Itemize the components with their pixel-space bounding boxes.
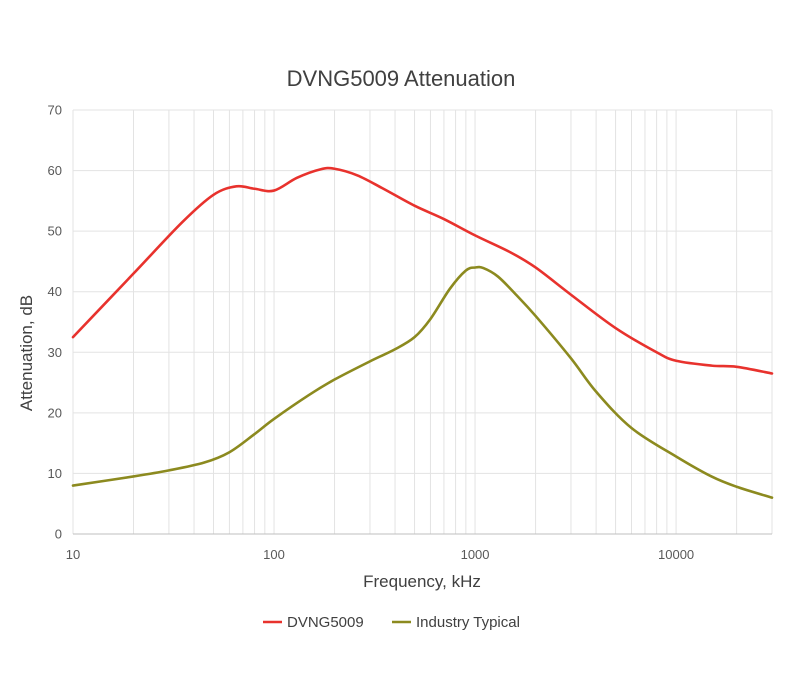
y-axis-label: Attenuation, dB <box>17 295 36 411</box>
legend-label-industry-typical: Industry Typical <box>416 614 520 631</box>
y-tick-label: 30 <box>48 345 62 360</box>
tick-labels: 0 10 20 30 40 50 60 70 10 100 1000 10000 <box>48 103 695 563</box>
series-lines <box>71 166 774 499</box>
x-axis-label: Frequency, kHz <box>363 572 481 591</box>
x-tick-label: 10 <box>66 547 80 562</box>
grid <box>72 109 773 534</box>
y-tick-label: 20 <box>48 405 62 420</box>
y-tick-label: 50 <box>48 224 62 239</box>
series-line-industry-typical <box>71 265 774 499</box>
y-tick-label: 0 <box>55 527 62 542</box>
series-line-dvng5009 <box>71 166 774 375</box>
x-tick-label: 1000 <box>461 547 490 562</box>
x-tick-label: 10000 <box>658 547 694 562</box>
legend-label-dvng5009: DVNG5009 <box>287 614 364 631</box>
y-tick-label: 40 <box>48 284 62 299</box>
legend: DVNG5009 Industry Typical <box>263 614 520 631</box>
x-tick-label: 100 <box>263 547 285 562</box>
chart-title: DVNG5009 Attenuation <box>287 66 516 91</box>
y-tick-label: 70 <box>48 103 62 118</box>
y-tick-label: 10 <box>48 466 62 481</box>
y-tick-label: 60 <box>48 163 62 178</box>
